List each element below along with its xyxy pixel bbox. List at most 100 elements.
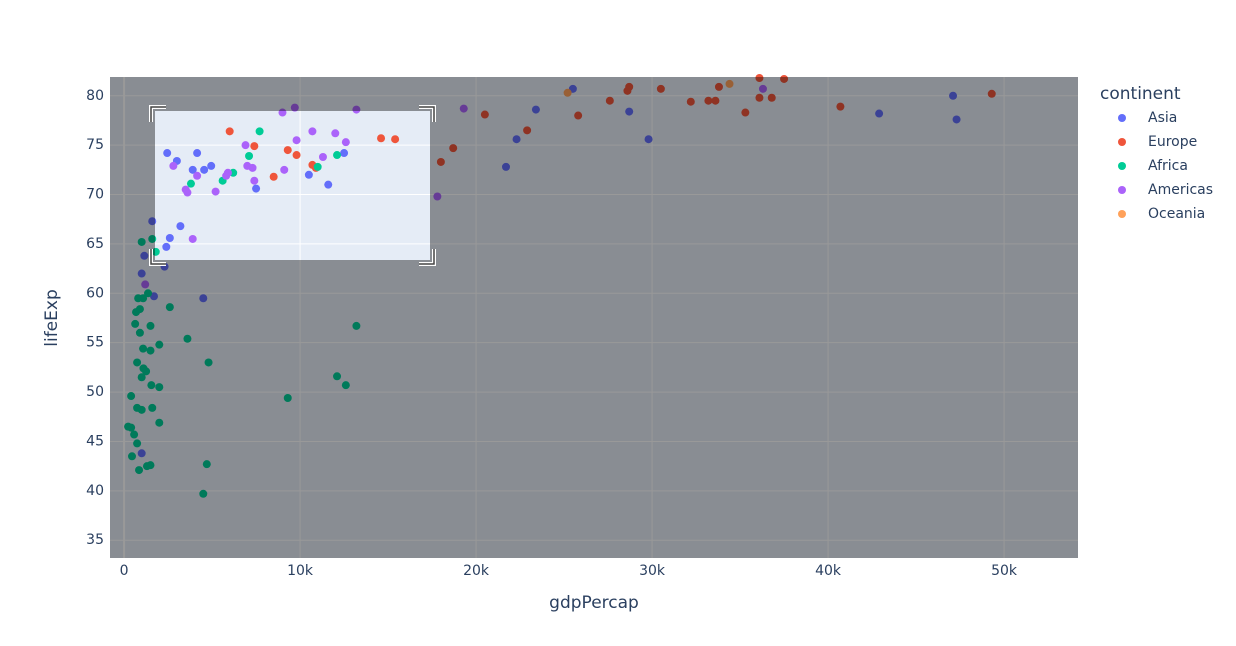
point (459, 104, 468, 113)
legend-label: Africa (1148, 158, 1188, 174)
point (280, 165, 289, 174)
point (165, 233, 174, 242)
point (155, 383, 164, 392)
point (155, 340, 164, 349)
point (245, 152, 254, 161)
legend-label: Oceania (1148, 206, 1205, 222)
point (436, 157, 445, 166)
point (250, 176, 259, 185)
point (137, 269, 146, 278)
point (139, 294, 148, 303)
point (292, 151, 301, 160)
point (222, 171, 231, 180)
point (531, 105, 540, 114)
point (283, 146, 292, 155)
point (563, 88, 572, 97)
x-axis-title: gdpPercap (549, 593, 639, 613)
corner (419, 249, 435, 265)
point (952, 115, 961, 124)
point (574, 111, 583, 120)
point (186, 179, 195, 188)
legend-label: Americas (1148, 182, 1213, 198)
point (377, 134, 386, 143)
point (308, 127, 317, 136)
point (135, 328, 144, 337)
point (758, 84, 767, 93)
point (146, 321, 155, 330)
point (241, 141, 250, 150)
legend-marker (1118, 114, 1126, 122)
point (304, 170, 313, 179)
point (391, 135, 400, 144)
points (124, 73, 996, 498)
point (780, 74, 789, 83)
y-tick-label: 60 (86, 285, 104, 301)
point (148, 403, 157, 412)
point (292, 136, 301, 145)
corner (150, 106, 166, 122)
point (987, 89, 996, 98)
point (283, 393, 292, 402)
x-tick-label: 30k (639, 563, 666, 579)
point (686, 97, 695, 106)
point (318, 153, 327, 162)
point (523, 126, 532, 135)
point (502, 162, 510, 171)
point (135, 305, 144, 314)
point (340, 149, 349, 158)
point (243, 161, 252, 170)
point (324, 180, 333, 189)
point (269, 172, 278, 181)
point (162, 242, 171, 251)
point (142, 367, 151, 376)
point (341, 138, 350, 147)
y-tick-label: 40 (86, 483, 104, 499)
point (252, 184, 261, 193)
point (333, 372, 342, 381)
point (352, 105, 361, 114)
point (135, 466, 144, 475)
point (137, 237, 146, 246)
legend-label: Europe (1148, 134, 1197, 150)
point (176, 222, 185, 231)
y-axis-title: lifeExp (42, 289, 62, 346)
legend-marker (1118, 210, 1126, 218)
point (623, 86, 632, 95)
point (148, 217, 157, 226)
point (127, 392, 136, 401)
y-tick-label: 45 (86, 433, 104, 449)
point (656, 84, 665, 93)
point (193, 171, 202, 180)
point (199, 489, 208, 498)
point (767, 93, 776, 102)
y-tick-label: 35 (86, 532, 104, 548)
point (741, 108, 750, 117)
x-tick-label: 40k (815, 563, 842, 579)
point (141, 280, 150, 289)
point (147, 381, 156, 390)
legend-label: Asia (1148, 110, 1177, 126)
point (711, 96, 720, 105)
corner (419, 106, 435, 122)
y-tick-label: 50 (86, 384, 104, 400)
point (150, 292, 158, 301)
grid (110, 77, 1078, 558)
point (605, 96, 614, 105)
point (211, 187, 220, 196)
point (207, 161, 216, 170)
point (131, 319, 140, 328)
point (144, 289, 153, 298)
point (704, 96, 713, 105)
point (725, 79, 734, 88)
point (183, 334, 192, 343)
point (949, 91, 958, 100)
point (352, 321, 361, 330)
point (755, 93, 764, 102)
point (137, 373, 146, 382)
point (433, 192, 442, 201)
point (202, 460, 211, 469)
x-tick-label: 50k (991, 563, 1018, 579)
point (255, 127, 264, 136)
point (341, 381, 350, 390)
